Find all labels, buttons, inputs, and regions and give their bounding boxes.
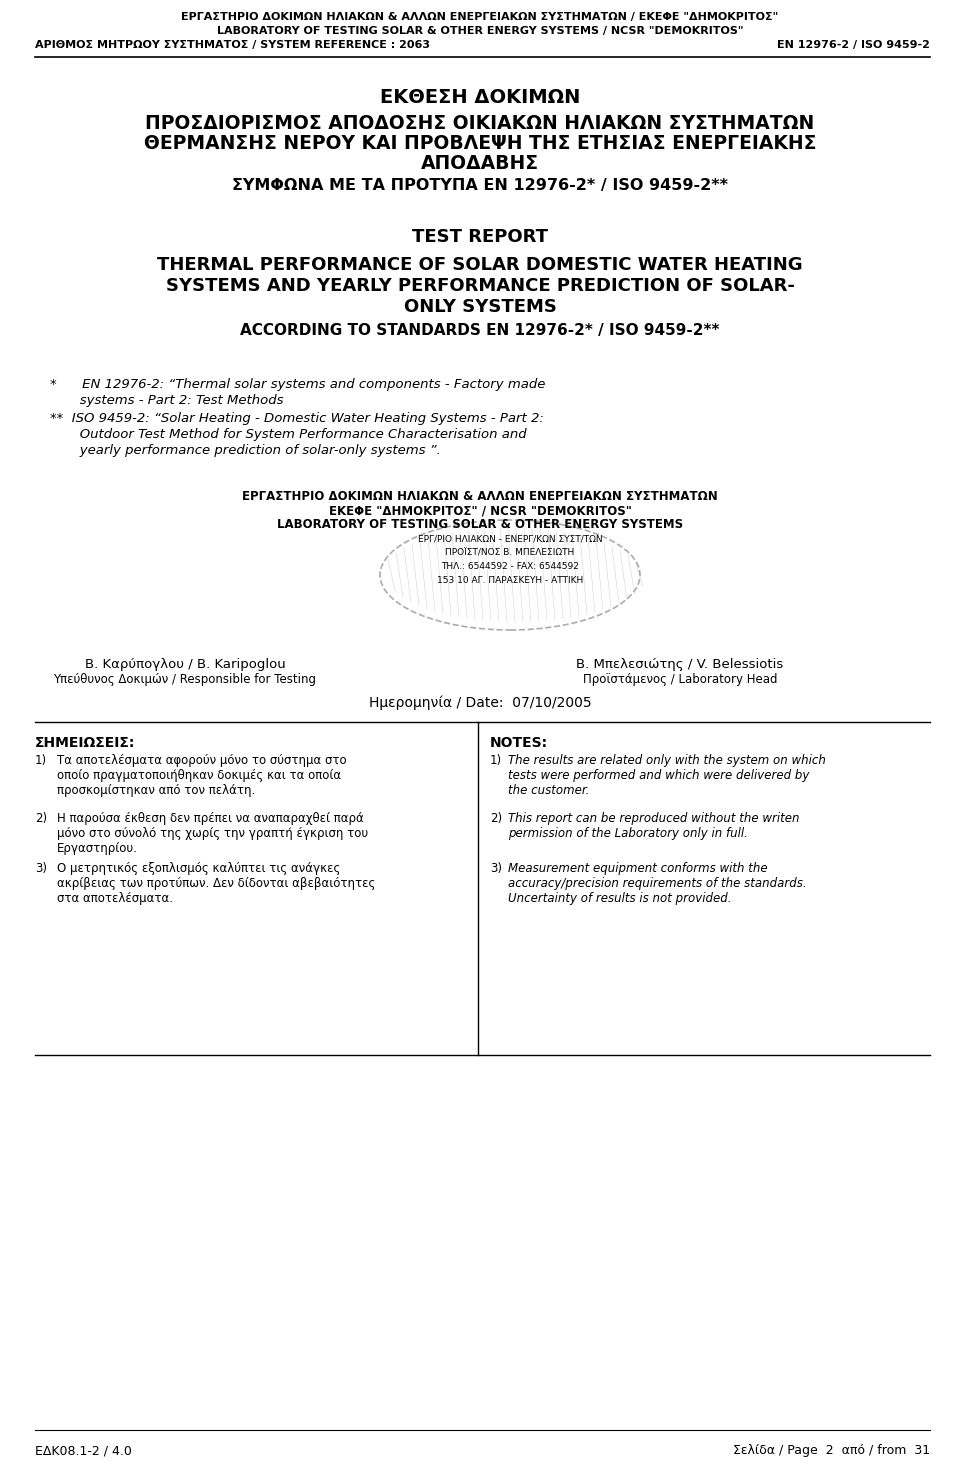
Text: Ημερομηνία / Date:  07/10/2005: Ημερομηνία / Date: 07/10/2005: [369, 695, 591, 710]
Text: ΕΡΓΑΣΤΗΡΙΟ ΔΟΚΙΜΩΝ ΗΛΙΑΚΩΝ & ΑΛΛΩΝ ΕΝΕΡΓΕΙΑΚΩΝ ΣΥΣΤΗΜΑΤΩΝ: ΕΡΓΑΣΤΗΡΙΟ ΔΟΚΙΜΩΝ ΗΛΙΑΚΩΝ & ΑΛΛΩΝ ΕΝΕΡΓ…: [242, 490, 718, 503]
Text: ONLY SYSTEMS: ONLY SYSTEMS: [403, 298, 557, 316]
Text: This report can be reproduced without the writen
permission of the Laboratory on: This report can be reproduced without th…: [508, 811, 800, 839]
Text: ΣΗΜΕΙΩΣΕΙΣ:: ΣΗΜΕΙΩΣΕΙΣ:: [35, 736, 135, 750]
Text: 2): 2): [35, 811, 47, 825]
Text: SYSTEMS AND YEARLY PERFORMANCE PREDICTION OF SOLAR-: SYSTEMS AND YEARLY PERFORMANCE PREDICTIO…: [165, 276, 795, 295]
Text: Τα αποτελέσματα αφορούν μόνο το σύστημα στο
οποίο πραγματοποιήθηκαν δοκιμές και : Τα αποτελέσματα αφορούν μόνο το σύστημα …: [57, 754, 347, 797]
Text: ΠΡΟΣΔΙΟΡΙΣΜΟΣ ΑΠΟΔΟΣΗΣ ΟΙΚΙΑΚΩΝ ΗΛΙΑΚΩΝ ΣΥΣΤΗΜΑΤΩΝ: ΠΡΟΣΔΙΟΡΙΣΜΟΣ ΑΠΟΔΟΣΗΣ ΟΙΚΙΑΚΩΝ ΗΛΙΑΚΩΝ …: [145, 115, 815, 132]
Text: ΕΚΘΕΣΗ ΔΟΚΙΜΩΝ: ΕΚΘΕΣΗ ΔΟΚΙΜΩΝ: [380, 88, 580, 107]
Text: ΣΥΜΦΩΝΑ ΜΕ ΤΑ ΠΡΟΤΥΠΑ EN 12976-2* / ISO 9459-2**: ΣΥΜΦΩΝΑ ΜΕ ΤΑ ΠΡΟΤΥΠΑ EN 12976-2* / ISO …: [232, 178, 728, 193]
Text: ΕΚΕΦΕ "ΔΗΜΟΚΡΙΤΟΣ" / NCSR "DEMOKRITOS": ΕΚΕΦΕ "ΔΗΜΟΚΡΙΤΟΣ" / NCSR "DEMOKRITOS": [328, 504, 632, 517]
Text: Προϊστάμενος / Laboratory Head: Προϊστάμενος / Laboratory Head: [583, 673, 778, 686]
Text: ACCORDING TO STANDARDS EN 12976-2* / ISO 9459-2**: ACCORDING TO STANDARDS EN 12976-2* / ISO…: [240, 323, 720, 338]
Text: Outdoor Test Method for System Performance Characterisation and: Outdoor Test Method for System Performan…: [50, 428, 527, 441]
Text: 1): 1): [490, 754, 502, 767]
Text: LABORATORY OF TESTING SOLAR & OTHER ENERGY SYSTEMS / NCSR "DEMOKRITOS": LABORATORY OF TESTING SOLAR & OTHER ENER…: [217, 26, 743, 35]
Text: systems - Part 2: Test Methods: systems - Part 2: Test Methods: [50, 394, 283, 407]
Text: 2): 2): [490, 811, 502, 825]
Text: 1): 1): [35, 754, 47, 767]
Text: ΘΕΡΜΑΝΣΗΣ ΝΕΡΟΥ ΚΑΙ ΠΡΟΒΛΕΨΗ ΤΗΣ ΕΤΗΣΙΑΣ ΕΝΕΡΓΕΙΑΚΗΣ: ΘΕΡΜΑΝΣΗΣ ΝΕΡΟΥ ΚΑΙ ΠΡΟΒΛΕΨΗ ΤΗΣ ΕΤΗΣΙΑΣ…: [144, 134, 816, 153]
Text: 3): 3): [35, 861, 47, 875]
Text: *      EN 12976-2: “Thermal solar systems and components - Factory made: * EN 12976-2: “Thermal solar systems and…: [50, 378, 545, 391]
Text: ΑΠΟΔΑΒΗΣ: ΑΠΟΔΑΒΗΣ: [420, 154, 540, 173]
Text: ΕΡΓΑΣΤΗΡΙΟ ΔΟΚΙΜΩΝ ΗΛΙΑΚΩΝ & ΑΛΛΩΝ ΕΝΕΡΓΕΙΑΚΩΝ ΣΥΣΤΗΜΑΤΩΝ / ΕΚΕΦΕ "ΔΗΜΟΚΡΙΤΟΣ": ΕΡΓΑΣΤΗΡΙΟ ΔΟΚΙΜΩΝ ΗΛΙΑΚΩΝ & ΑΛΛΩΝ ΕΝΕΡΓ…: [181, 12, 779, 22]
Text: Σελίδα / Page  2  από / from  31: Σελίδα / Page 2 από / from 31: [732, 1444, 930, 1457]
Text: EN 12976-2 / ISO 9459-2: EN 12976-2 / ISO 9459-2: [778, 40, 930, 50]
Text: Β. Μπελεσιώτης / V. Belessiotis: Β. Μπελεσιώτης / V. Belessiotis: [576, 659, 783, 670]
Text: ΤΗΛ.: 6544592 - FAX: 6544592: ΤΗΛ.: 6544592 - FAX: 6544592: [441, 562, 579, 570]
Text: LABORATORY OF TESTING SOLAR & OTHER ENERGY SYSTEMS: LABORATORY OF TESTING SOLAR & OTHER ENER…: [276, 517, 684, 531]
Text: **  ISO 9459-2: “Solar Heating - Domestic Water Heating Systems - Part 2:: ** ISO 9459-2: “Solar Heating - Domestic…: [50, 412, 544, 425]
Text: 3): 3): [490, 861, 502, 875]
Text: 153 10 ΑΓ. ΠΑΡΑΣΚΕΥΗ - ΑΤΤΙΚΗ: 153 10 ΑΓ. ΠΑΡΑΣΚΕΥΗ - ΑΤΤΙΚΗ: [437, 576, 583, 585]
Text: NOTES:: NOTES:: [490, 736, 548, 750]
Text: The results are related only with the system on which
tests were performed and w: The results are related only with the sy…: [508, 754, 826, 797]
Text: TEST REPORT: TEST REPORT: [412, 228, 548, 245]
Text: Υπεύθυνος Δοκιμών / Responsible for Testing: Υπεύθυνος Δοκιμών / Responsible for Test…: [54, 673, 317, 686]
Text: Β. Καρύπογλου / Β. Karipoglou: Β. Καρύπογλου / Β. Karipoglou: [84, 659, 285, 670]
Text: ΕΡΓ/ΡΙΟ ΗΛΙΑΚΩΝ - ΕΝΕΡΓ/ΚΩΝ ΣΥΣΤ/ΤΩΝ: ΕΡΓ/ΡΙΟ ΗΛΙΑΚΩΝ - ΕΝΕΡΓ/ΚΩΝ ΣΥΣΤ/ΤΩΝ: [418, 534, 602, 542]
Text: yearly performance prediction of solar-only systems ”.: yearly performance prediction of solar-o…: [50, 444, 441, 457]
Text: Ο μετρητικός εξοπλισμός καλύπτει τις ανάγκες
ακρίβειας των προτύπων. Δεν δίδοντα: Ο μετρητικός εξοπλισμός καλύπτει τις ανά…: [57, 861, 375, 906]
Text: Measurement equipment conforms with the
accuracy/precision requirements of the s: Measurement equipment conforms with the …: [508, 861, 806, 906]
Text: ΑΡΙΘΜΟΣ ΜΗΤΡΩΟΥ ΣΥΣΤΗΜΑΤΟΣ / SYSTEM REFERENCE : 2063: ΑΡΙΘΜΟΣ ΜΗΤΡΩΟΥ ΣΥΣΤΗΜΑΤΟΣ / SYSTEM REFE…: [35, 40, 430, 50]
Text: ΕΔΚ08.1-2 / 4.0: ΕΔΚ08.1-2 / 4.0: [35, 1444, 132, 1457]
Text: Η παρούσα έκθεση δεν πρέπει να αναπαραχθεί παρά
μόνο στο σύνολό της χωρίς την γρ: Η παρούσα έκθεση δεν πρέπει να αναπαραχθ…: [57, 811, 368, 856]
Text: THERMAL PERFORMANCE OF SOLAR DOMESTIC WATER HEATING: THERMAL PERFORMANCE OF SOLAR DOMESTIC WA…: [157, 256, 803, 273]
Text: ΠΡΟΪΣΤ/ΝΟΣ Β. ΜΠΕΛΕΣΙΩΤΗ: ΠΡΟΪΣΤ/ΝΟΣ Β. ΜΠΕΛΕΣΙΩΤΗ: [445, 548, 575, 557]
